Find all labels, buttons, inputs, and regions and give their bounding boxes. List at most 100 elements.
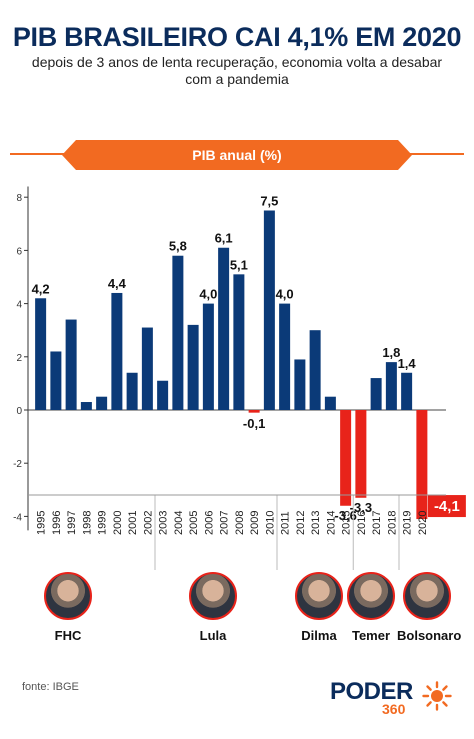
bar-2016 xyxy=(355,410,367,498)
bar-2017 xyxy=(370,378,382,410)
x-tick-label: 1996 xyxy=(51,511,63,535)
x-tick-label: 1995 xyxy=(36,511,48,535)
president-dilma: ● Dilma xyxy=(289,572,349,643)
data-label: 1,8 xyxy=(382,345,400,360)
bar-1996 xyxy=(50,351,62,410)
y-tick-label: 2 xyxy=(16,353,22,364)
bar-2004 xyxy=(172,255,184,410)
x-tick-label: 2009 xyxy=(249,511,261,535)
page-subtitle: depois de 3 anos de lenta recuperação, e… xyxy=(31,54,443,87)
x-tick-label: 2003 xyxy=(158,511,170,535)
y-tick-label: 4 xyxy=(16,300,22,311)
bar-1999 xyxy=(96,396,108,410)
data-label: 5,8 xyxy=(169,239,187,254)
logo-number: 360 xyxy=(382,701,406,717)
president-temer: ● Temer xyxy=(341,572,401,643)
x-tick-label: 2004 xyxy=(173,511,185,535)
y-tick-label: 6 xyxy=(16,246,22,257)
x-tick-label: 2006 xyxy=(203,511,215,535)
president-fhc: ● FHC xyxy=(38,572,98,643)
bar-2008 xyxy=(233,274,245,410)
bar-2019 xyxy=(401,372,413,410)
logo-word: PODER xyxy=(330,678,413,705)
data-label: -0,1 xyxy=(243,416,265,431)
bar-2003 xyxy=(157,380,169,410)
person-icon: ● xyxy=(405,574,449,618)
x-tick-label: 2001 xyxy=(127,511,139,535)
bar-2007 xyxy=(218,247,230,410)
x-tick-label: 2015 xyxy=(341,511,353,535)
x-tick-label: 2008 xyxy=(234,511,246,535)
bar-2013 xyxy=(309,330,321,410)
bar-2001 xyxy=(126,372,138,410)
bar-2020 xyxy=(416,410,428,520)
data-label: 4,0 xyxy=(276,287,294,302)
x-tick-label: 2017 xyxy=(371,511,383,535)
x-tick-label: 1999 xyxy=(97,511,109,535)
data-label: -3,6 xyxy=(334,508,356,523)
y-tick-label: -4 xyxy=(13,512,22,523)
president-name: Dilma xyxy=(301,628,337,643)
data-label: 6,1 xyxy=(215,231,233,246)
x-tick-label: 2020 xyxy=(417,511,429,535)
person-icon: ● xyxy=(191,574,235,618)
bar-2014 xyxy=(324,396,336,410)
x-tick-label: 2018 xyxy=(386,511,398,535)
x-tick-label: 2000 xyxy=(112,511,124,535)
data-label: 5,1 xyxy=(230,257,248,272)
x-tick-label: 2005 xyxy=(188,511,200,535)
bar-2009 xyxy=(248,410,260,413)
x-tick-label: 1997 xyxy=(66,511,78,535)
person-icon: ● xyxy=(297,574,341,618)
bar-2011 xyxy=(279,303,291,410)
bar-2012 xyxy=(294,359,306,410)
data-label: 4,4 xyxy=(108,276,127,291)
bar-2010 xyxy=(263,210,275,410)
x-tick-label: 2012 xyxy=(295,511,307,535)
highlight-label-box xyxy=(427,495,466,518)
president-name: Temer xyxy=(351,628,391,643)
chart-banner: PIB anual (%) xyxy=(62,140,412,170)
x-tick-label: 2016 xyxy=(356,511,368,535)
x-tick-label: 2010 xyxy=(264,511,276,535)
president-photo: ● xyxy=(295,572,343,620)
x-tick-label: 2002 xyxy=(142,511,154,535)
page-title: PIB BRASILEIRO CAI 4,1% EM 2020 xyxy=(12,22,462,52)
bar-2006 xyxy=(202,303,214,410)
bar-2015 xyxy=(340,410,352,506)
president-bolsonaro: ● Bolsonaro xyxy=(397,572,462,643)
x-tick-label: 2014 xyxy=(325,511,337,535)
data-label: 4,2 xyxy=(32,281,50,296)
sun-icon xyxy=(422,681,452,711)
x-tick-label: 2011 xyxy=(280,511,292,535)
x-tick-label: 2013 xyxy=(310,511,322,535)
bar-1998 xyxy=(80,402,92,410)
bar-1995 xyxy=(35,298,47,410)
bar-2005 xyxy=(187,324,199,410)
bar-1997 xyxy=(65,319,77,410)
president-name: Bolsonaro xyxy=(397,628,462,643)
data-label: 4,0 xyxy=(199,287,217,302)
president-photo: ● xyxy=(44,572,92,620)
data-label: -4,1 xyxy=(434,498,460,515)
president-photo: ● xyxy=(403,572,451,620)
data-label: 1,4 xyxy=(398,356,417,371)
president-lula: ● Lula xyxy=(183,572,243,643)
chart-banner-label: PIB anual (%) xyxy=(192,147,282,163)
president-photo: ● xyxy=(347,572,395,620)
person-icon: ● xyxy=(349,574,393,618)
source-note: fonte: IBGE xyxy=(22,681,79,693)
bar-2018 xyxy=(385,362,397,410)
bar-2002 xyxy=(141,327,153,410)
y-tick-label: 8 xyxy=(16,193,22,204)
president-name: Lula xyxy=(199,628,227,643)
person-icon: ● xyxy=(46,574,90,618)
data-label: 7,5 xyxy=(260,194,278,209)
bar-2000 xyxy=(111,292,123,410)
x-tick-label: 2019 xyxy=(402,511,414,535)
y-tick-label: -2 xyxy=(13,459,22,470)
data-label: -3,3 xyxy=(350,500,372,515)
y-tick-label: 0 xyxy=(16,406,22,417)
gdp-bar-chart: 8 6 4 2 0 -2 -4 4,2 4,4 5,8 4,0 6,1 5,1 -0,1 7,5 4,0 -3,… xyxy=(13,186,466,570)
poder360-logo: PODER 360 xyxy=(330,678,452,718)
